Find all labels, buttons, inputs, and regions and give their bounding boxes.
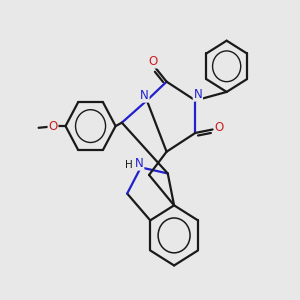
Text: O: O bbox=[48, 120, 58, 133]
Text: N: N bbox=[140, 89, 149, 102]
Text: N: N bbox=[135, 157, 144, 170]
Text: N: N bbox=[194, 88, 202, 101]
Text: H: H bbox=[125, 160, 133, 170]
Text: O: O bbox=[215, 121, 224, 134]
Text: O: O bbox=[148, 55, 158, 68]
